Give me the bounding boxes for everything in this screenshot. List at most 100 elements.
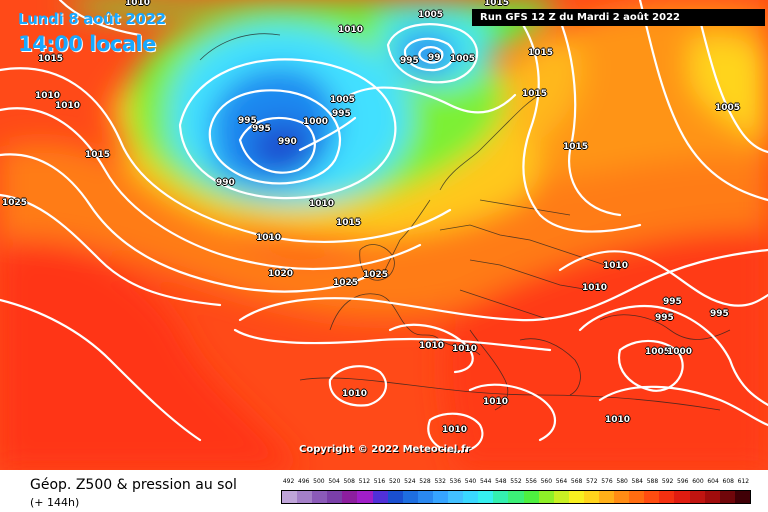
pressure-label: 1005 [450, 54, 476, 64]
pressure-label: 1010 [603, 261, 629, 271]
pressure-label: 995 [252, 124, 271, 134]
pressure-label: 1010 [309, 199, 335, 209]
scale-label: 588 [646, 478, 659, 485]
scale-label: 592 [661, 478, 674, 485]
scale-swatch [357, 491, 373, 503]
scale-label: 524 [404, 478, 416, 485]
scale-swatch [704, 491, 720, 503]
scale-label: 508 [343, 478, 355, 485]
geopotential-map-graphic [0, 0, 768, 470]
run-banner: Run GFS 12 Z du Mardi 2 août 2022 [472, 9, 765, 26]
scale-label: 500 [313, 478, 325, 485]
pressure-label: 1010 [483, 397, 509, 407]
scale-swatch [342, 491, 358, 503]
pressure-label: 990 [216, 178, 235, 188]
pressure-label: 99 [428, 53, 441, 63]
scale-swatch [432, 491, 449, 503]
scale-swatch [463, 491, 479, 503]
scale-swatch [614, 491, 630, 503]
pressure-label: 995 [655, 313, 674, 323]
pressure-label: 995 [332, 109, 351, 119]
pressure-label: 995 [238, 116, 257, 126]
scale-swatch [312, 491, 328, 503]
pressure-label: 1010 [342, 389, 368, 399]
pressure-label: 995 [400, 56, 419, 66]
scale-label: 548 [495, 478, 507, 485]
scale-swatch [674, 491, 690, 503]
pressure-label: 1010 [338, 25, 364, 35]
color-scale: 492 496 500 504 508 512 516 520 524 528 532 536 540 5… [281, 478, 751, 504]
scale-swatch [402, 491, 418, 503]
scale-swatches [281, 490, 751, 504]
pressure-label: 1000 [667, 347, 693, 357]
pressure-label: 1015 [38, 54, 64, 64]
pressure-label: 1010 [55, 101, 81, 111]
pressure-label: 1010 [419, 341, 445, 351]
scale-swatch [448, 491, 464, 503]
pressure-label: 1025 [2, 198, 28, 208]
scale-label: 560 [540, 478, 553, 485]
scale-swatch [734, 491, 750, 503]
pressure-label: 1010 [256, 233, 282, 243]
scale-swatch [629, 491, 645, 503]
scale-label: 492 [282, 478, 295, 485]
legend-footer: Géop. Z500 & pression au sol (+ 144h) 49… [0, 470, 768, 512]
scale-swatch [644, 491, 660, 503]
pressure-label: 1010 [35, 91, 61, 101]
pressure-label: 1015 [336, 218, 362, 228]
scale-labels: 492 496 500 504 508 512 516 520 524 528 532 536 540 5… [281, 478, 751, 488]
scale-label: 568 [570, 478, 583, 485]
scale-label: 612 [737, 478, 750, 485]
scale-label: 552 [510, 478, 522, 485]
scale-swatch [553, 491, 569, 503]
pressure-label: 1010 [605, 415, 631, 425]
pressure-label: 1005 [330, 95, 356, 105]
pressure-label: 1005 [715, 103, 741, 113]
pressure-label: 1000 [303, 117, 329, 127]
scale-swatch [583, 491, 599, 503]
pressure-label: 1005 [645, 347, 671, 357]
scale-swatch [387, 491, 403, 503]
pressure-label: 1005 [418, 10, 444, 20]
scale-label: 516 [373, 478, 386, 485]
pressure-label: 995 [663, 297, 682, 307]
scale-label: 544 [479, 478, 492, 485]
forecast-time: 14:00 locale [18, 32, 156, 56]
scale-swatch [417, 491, 433, 503]
scale-label: 584 [631, 478, 643, 485]
scale-label: 536 [449, 478, 462, 485]
scale-label: 532 [434, 478, 446, 485]
scale-label: 572 [586, 478, 598, 485]
copyright-notice: Copyright © 2022 Meteociel.fr [299, 444, 471, 455]
scale-label: 580 [616, 478, 628, 485]
scale-label: 600 [692, 478, 704, 485]
forecast-date: Lundi 8 août 2022 [18, 10, 166, 28]
scale-swatch [478, 491, 494, 503]
weather-map: Lundi 8 août 2022 14:00 locale Run GFS 1… [0, 0, 768, 470]
scale-swatch [568, 491, 584, 503]
pressure-label: 995 [710, 309, 729, 319]
scale-swatch [659, 491, 675, 503]
pressure-label: 1010 [452, 344, 478, 354]
scale-swatch [493, 491, 509, 503]
scale-swatch [538, 491, 554, 503]
scale-swatch [719, 491, 735, 503]
scale-swatch [689, 491, 705, 503]
scale-swatch [508, 491, 524, 503]
scale-swatch [372, 491, 388, 503]
pressure-label: 1020 [268, 269, 294, 279]
scale-label: 540 [464, 478, 477, 485]
pressure-label: 1025 [333, 278, 359, 288]
scale-label: 564 [555, 478, 568, 485]
scale-label: 512 [358, 478, 371, 485]
pressure-label: 1015 [522, 89, 548, 99]
pressure-label: 1025 [363, 270, 389, 280]
scale-swatch [327, 491, 343, 503]
pressure-label: 1015 [484, 0, 510, 8]
scale-label: 556 [525, 478, 537, 485]
scale-label: 520 [388, 478, 401, 485]
pressure-label: 1015 [85, 150, 111, 160]
isobars [0, 0, 768, 454]
pressure-label: 1015 [528, 48, 554, 58]
scale-label: 608 [722, 478, 734, 485]
